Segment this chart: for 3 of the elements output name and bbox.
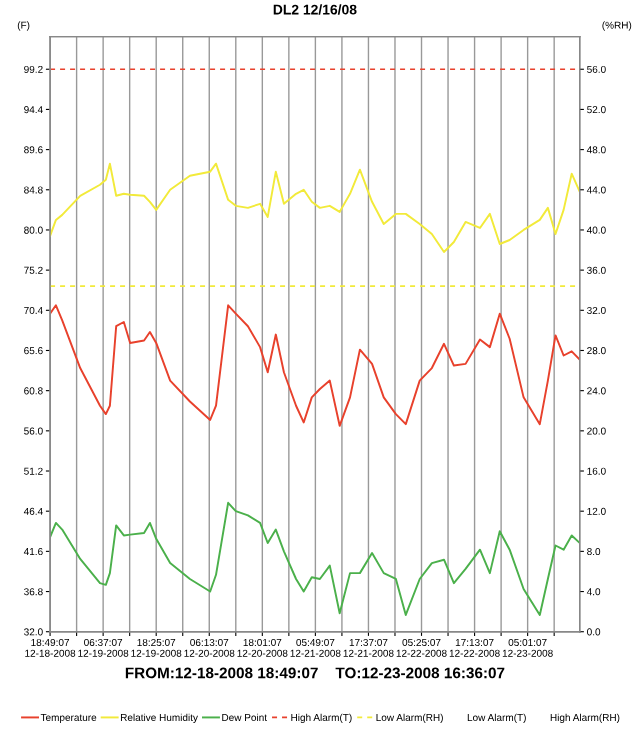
line-series [50,501,580,616]
line-series [50,162,580,254]
line-series [50,304,580,427]
